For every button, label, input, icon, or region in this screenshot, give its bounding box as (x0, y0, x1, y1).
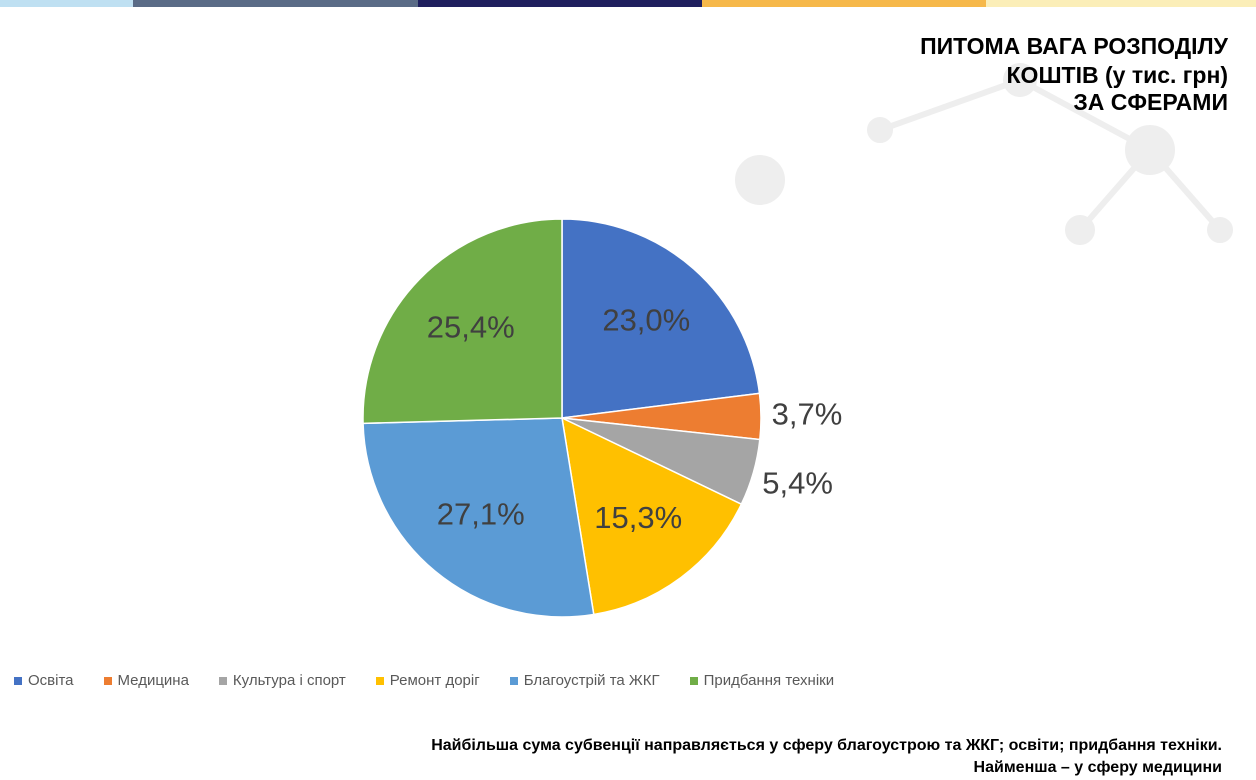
legend: Освіта Медицина Культура і спорт Ремонт дор… (14, 672, 864, 689)
legend-swatch (689, 676, 698, 685)
legend-swatch (103, 676, 112, 685)
data-label: 3,7% (772, 396, 843, 431)
data-label: 27,1% (437, 496, 525, 531)
legend-item: Придбання техніки (689, 672, 835, 689)
decor-node (1125, 125, 1175, 175)
chart-title: КОШТІВ (у тис. грн) (1007, 62, 1228, 88)
decor-node (1065, 215, 1095, 245)
legend-label: Медицина (117, 672, 189, 689)
legend-label: Освіта (28, 672, 74, 689)
background-decoration (735, 63, 1233, 245)
legend-item: Ремонт доріг (375, 672, 480, 689)
decor-node (735, 155, 785, 205)
data-label: 15,3% (594, 500, 682, 535)
decor-node (1207, 217, 1233, 243)
pie-slice (561, 416, 743, 616)
legend-item: Благоустрій та ЖКГ (509, 672, 660, 689)
annotation: Найбільша сума субвенції направляється у… (431, 737, 1222, 754)
bar-strip (418, 0, 702, 7)
legend-swatch (218, 676, 227, 685)
data-label: 25,4% (427, 309, 515, 344)
legend-swatch (14, 676, 22, 685)
chart-title: ПИТОМА ВАГА РОЗПОДІЛУ (920, 33, 1229, 59)
bar-strip (0, 0, 133, 7)
top-bar (0, 0, 1256, 7)
decor-node (867, 117, 893, 143)
annotation: Найменша – у сферу медицини (974, 759, 1222, 776)
chart-title: ЗА СФЕРАМИ (1073, 89, 1228, 115)
decor-line (878, 77, 1022, 133)
legend-label: Придбання техніки (703, 672, 835, 689)
legend-label: Культура і спорт (232, 672, 346, 689)
legend-label: Ремонт доріг (389, 672, 480, 689)
decor-node (1003, 63, 1037, 97)
legend-swatch (509, 676, 518, 685)
data-label: 5,4% (762, 465, 833, 500)
legend-item: Медицина (103, 672, 189, 689)
pie-slice (561, 218, 761, 419)
legend-swatch (375, 676, 384, 685)
legend-item: Освіта (14, 672, 74, 689)
bar-strip (702, 0, 986, 7)
bar-strip (133, 0, 418, 7)
pie-slice (362, 218, 563, 425)
legend-label: Благоустрій та ЖКГ (523, 672, 660, 689)
legend-item: Культура і спорт (218, 672, 346, 689)
bar-strip (986, 0, 1256, 7)
data-label: 23,0% (602, 303, 690, 338)
pie-slice (362, 417, 595, 618)
